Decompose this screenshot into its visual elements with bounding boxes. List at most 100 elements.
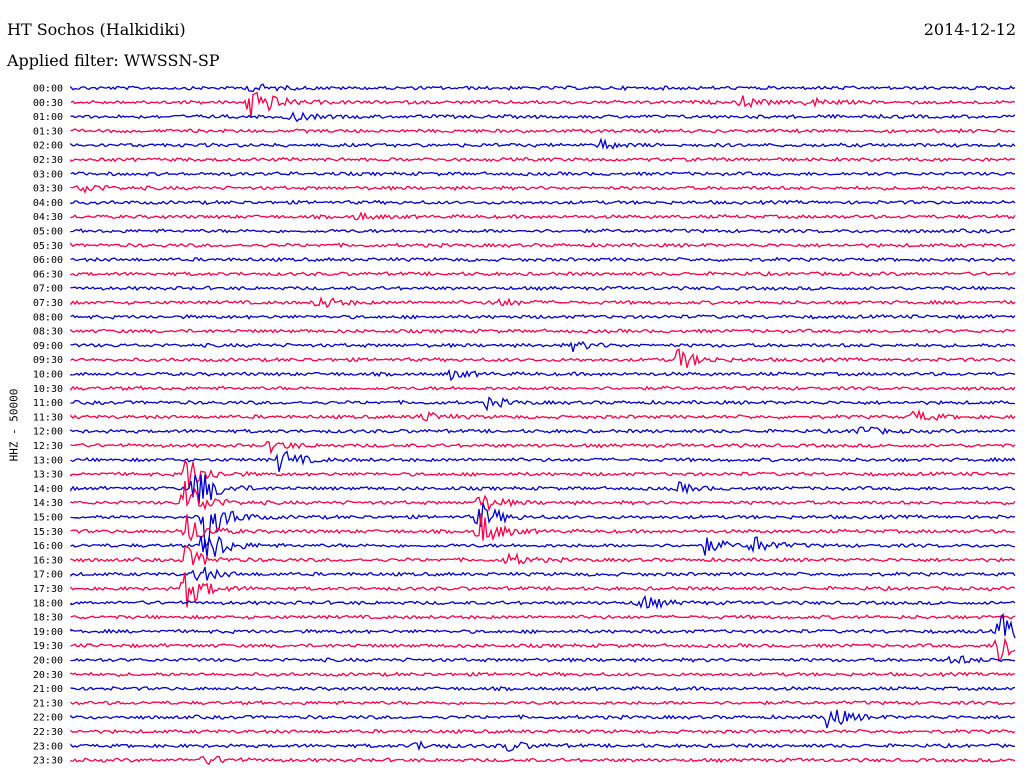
tick-label-1400: 14:00 <box>33 484 63 495</box>
tick-label-0000: 00:00 <box>33 84 63 95</box>
trace-0730 <box>70 296 1016 309</box>
tick-label-1730: 17:30 <box>33 584 63 595</box>
trace-0930 <box>70 348 1016 368</box>
tick-label-2200: 22:00 <box>33 713 63 724</box>
tick-label-1100: 11:00 <box>33 398 63 409</box>
trace-2200 <box>70 709 1016 729</box>
trace-0300 <box>70 171 1016 177</box>
trace-0900 <box>70 340 1016 352</box>
tick-label-0930: 09:30 <box>33 355 63 366</box>
trace-1130 <box>70 408 1016 422</box>
trace-0000 <box>70 83 1016 93</box>
tick-label-1200: 12:00 <box>33 427 63 438</box>
trace-2130 <box>70 700 1016 706</box>
trace-1900 <box>70 612 1016 639</box>
trace-1000 <box>70 368 1016 382</box>
tick-label-2000: 20:00 <box>33 656 63 667</box>
tick-label-1630: 16:30 <box>33 555 63 566</box>
trace-0100 <box>70 111 1016 123</box>
trace-1830 <box>70 614 1016 620</box>
tick-label-0130: 01:30 <box>33 126 63 137</box>
tick-label-0630: 06:30 <box>33 269 63 280</box>
tick-label-2300: 23:00 <box>33 741 63 752</box>
trace-1730 <box>70 572 1016 608</box>
trace-1800 <box>70 594 1016 610</box>
tick-label-1330: 13:30 <box>33 470 63 481</box>
tick-label-1430: 14:30 <box>33 498 63 509</box>
tick-label-2030: 20:30 <box>33 670 63 681</box>
tick-label-1900: 19:00 <box>33 627 63 638</box>
trace-0800 <box>70 313 1016 320</box>
tick-label-0400: 04:00 <box>33 198 63 209</box>
tick-label-1700: 17:00 <box>33 570 63 581</box>
tick-label-0230: 02:30 <box>33 155 63 166</box>
trace-0330 <box>70 184 1016 194</box>
trace-0700 <box>70 285 1016 292</box>
tick-label-0830: 08:30 <box>33 327 63 338</box>
trace-2030 <box>70 671 1016 678</box>
trace-0430 <box>70 211 1016 221</box>
time-tick-labels: 00:00 00:30 01:00 01:30 02:00 02:30 03:00 03:30… <box>33 84 63 767</box>
trace-1930 <box>70 637 1016 663</box>
trace-1200 <box>70 426 1016 436</box>
trace-2300 <box>70 740 1016 753</box>
trace-2330 <box>70 755 1016 766</box>
trace-0230 <box>70 156 1016 163</box>
tick-label-0800: 08:00 <box>33 312 63 323</box>
tick-label-0500: 05:00 <box>33 227 63 238</box>
tick-label-0700: 07:00 <box>33 284 63 295</box>
tick-label-0600: 06:00 <box>33 255 63 266</box>
tick-label-1930: 19:30 <box>33 641 63 652</box>
tick-label-1800: 18:00 <box>33 598 63 609</box>
trace-0830 <box>70 328 1016 334</box>
trace-1530 <box>70 513 1016 542</box>
tick-label-2100: 21:00 <box>33 684 63 695</box>
tick-label-1230: 12:30 <box>33 441 63 452</box>
tick-label-2330: 23:30 <box>33 756 63 767</box>
trace-0600 <box>70 256 1016 263</box>
tick-label-1300: 13:00 <box>33 455 63 466</box>
tick-label-1600: 16:00 <box>33 541 63 552</box>
tick-label-0530: 05:30 <box>33 241 63 252</box>
trace-0630 <box>70 270 1016 277</box>
tick-label-0330: 03:30 <box>33 184 63 195</box>
trace-1100 <box>70 396 1016 412</box>
tick-label-1130: 11:30 <box>33 412 63 423</box>
tick-label-1500: 15:00 <box>33 513 63 524</box>
tick-label-0100: 01:00 <box>33 112 63 123</box>
tick-label-2130: 21:30 <box>33 698 63 709</box>
trace-0200 <box>70 137 1016 150</box>
tick-label-0430: 04:30 <box>33 212 63 223</box>
tick-label-0730: 07:30 <box>33 298 63 309</box>
seismic-traces <box>70 83 1016 766</box>
trace-0400 <box>70 199 1016 206</box>
trace-0530 <box>70 241 1016 249</box>
trace-2230 <box>70 728 1016 735</box>
tick-label-2230: 22:30 <box>33 727 63 738</box>
trace-1230 <box>70 441 1016 455</box>
tick-label-1000: 10:00 <box>33 370 63 381</box>
trace-1430 <box>70 480 1016 512</box>
filter-label: Applied filter: WWSSN-SP <box>7 51 220 70</box>
tick-label-0030: 00:30 <box>33 98 63 109</box>
trace-1700 <box>70 566 1016 582</box>
tick-label-0900: 09:00 <box>33 341 63 352</box>
trace-1030 <box>70 385 1016 392</box>
date-label: 2014-12-12 <box>923 20 1016 39</box>
trace-2100 <box>70 685 1016 692</box>
trace-1300 <box>70 450 1016 472</box>
trace-1600 <box>70 535 1015 558</box>
tick-label-1030: 10:30 <box>33 384 63 395</box>
tick-label-0300: 03:00 <box>33 169 63 180</box>
tick-label-0200: 02:00 <box>33 141 63 152</box>
trace-0030 <box>70 91 1016 119</box>
trace-1630 <box>70 545 1016 566</box>
tick-label-1530: 15:30 <box>33 527 63 538</box>
trace-1500 <box>70 502 1016 549</box>
trace-1330 <box>70 459 1016 490</box>
tick-label-1830: 18:30 <box>33 613 63 624</box>
trace-1400 <box>70 474 1016 505</box>
trace-0500 <box>70 228 1016 234</box>
trace-2000 <box>70 655 1016 665</box>
